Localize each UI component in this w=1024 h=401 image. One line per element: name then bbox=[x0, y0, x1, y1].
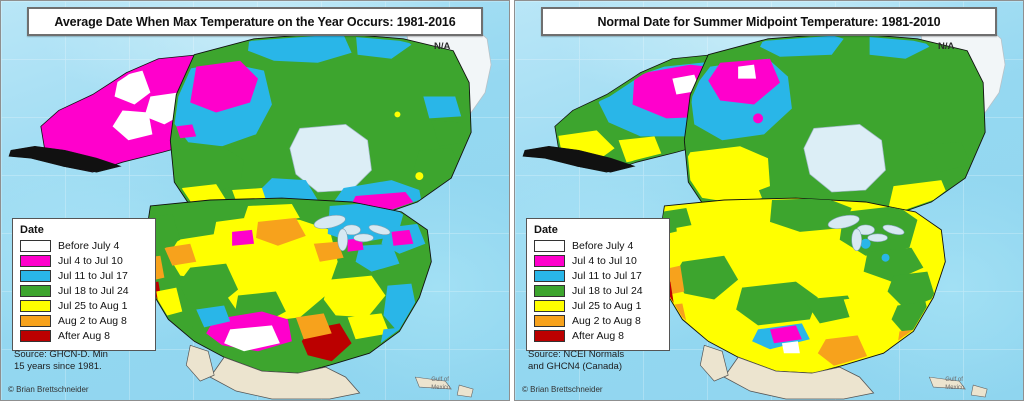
svg-text:Mexico: Mexico bbox=[431, 385, 451, 391]
contiguous-us-region bbox=[656, 197, 946, 374]
svg-text:Gulf of: Gulf of bbox=[431, 377, 449, 383]
legend-swatch-jul-4-10 bbox=[534, 255, 565, 267]
legend-heading-right: Date bbox=[534, 224, 558, 236]
copyright-left: © Brian Brettschneider bbox=[8, 385, 89, 394]
great-lakes bbox=[313, 214, 391, 252]
panel-title-right: Normal Date for Summer Midpoint Temperat… bbox=[597, 14, 941, 29]
great-lakes bbox=[827, 214, 905, 252]
legend-swatch-jul-25-aug-1 bbox=[20, 300, 51, 312]
legend-item: Jul 18 to Jul 24 bbox=[20, 284, 148, 298]
legend-swatch-jul-18-24 bbox=[534, 285, 565, 297]
legend-swatch-before-july-4 bbox=[534, 240, 565, 252]
choropleth-map-left: Gulf of Mexico bbox=[1, 1, 509, 400]
legend-item: Jul 4 to Jul 10 bbox=[534, 254, 662, 268]
legend-label: After Aug 8 bbox=[58, 330, 110, 342]
legend-label: Jul 4 to Jul 10 bbox=[58, 255, 123, 267]
svg-text:Mexico: Mexico bbox=[945, 385, 965, 391]
legend-label: Jul 11 to Jul 17 bbox=[572, 270, 642, 282]
na-label-right: N/A bbox=[938, 41, 955, 52]
legend-swatch-jul-11-17 bbox=[534, 270, 565, 282]
legend-label: Aug 2 to Aug 8 bbox=[572, 315, 641, 327]
contiguous-us-region bbox=[142, 197, 432, 374]
legend-swatch-jul-4-10 bbox=[20, 255, 51, 267]
legend-item: Aug 2 to Aug 8 bbox=[20, 314, 148, 328]
legend-swatch-after-aug-8 bbox=[534, 330, 565, 342]
legend-swatch-jul-18-24 bbox=[20, 285, 51, 297]
legend-item: Jul 25 to Aug 1 bbox=[534, 299, 662, 313]
mexico-region bbox=[699, 344, 875, 400]
caribbean-islands bbox=[414, 376, 474, 398]
legend-swatch-jul-25-aug-1 bbox=[534, 300, 565, 312]
legend-label: Jul 25 to Aug 1 bbox=[58, 300, 128, 312]
legend-label: Before July 4 bbox=[58, 240, 120, 252]
legend-item: Before July 4 bbox=[534, 239, 662, 253]
legend-item: After Aug 8 bbox=[20, 329, 148, 343]
legend-label: Aug 2 to Aug 8 bbox=[58, 315, 127, 327]
map-legend-right: Date Before July 4 Jul 4 to Jul 10 Jul 1… bbox=[526, 218, 670, 351]
legend-item: Jul 25 to Aug 1 bbox=[20, 299, 148, 313]
canada-region bbox=[683, 32, 986, 227]
legend-item: Jul 4 to Jul 10 bbox=[20, 254, 148, 268]
legend-swatch-jul-11-17 bbox=[20, 270, 51, 282]
map-panel-right: Gulf of Mexico Normal Date for Summer Mi… bbox=[514, 0, 1024, 401]
legend-swatch-aug-2-8 bbox=[20, 315, 51, 327]
mexico-region bbox=[185, 344, 361, 400]
legend-item: Aug 2 to Aug 8 bbox=[534, 314, 662, 328]
legend-swatch-after-aug-8 bbox=[20, 330, 51, 342]
caribbean-islands bbox=[928, 376, 988, 398]
panel-title-left: Average Date When Max Temperature on the… bbox=[54, 14, 456, 29]
na-label-left: N/A bbox=[434, 41, 451, 52]
legend-item: Jul 18 to Jul 24 bbox=[534, 284, 662, 298]
panel-title-bar-right: Normal Date for Summer Midpoint Temperat… bbox=[541, 7, 997, 36]
map-legend-left: Date Before July 4 Jul 4 to Jul 10 Jul 1… bbox=[12, 218, 156, 351]
copyright-right: © Brian Brettschneider bbox=[522, 385, 603, 394]
source-note-left: Source: GHCN-D. Min 15 years since 1981. bbox=[14, 349, 108, 372]
legend-label: Jul 18 to Jul 24 bbox=[572, 285, 643, 297]
legend-label: Jul 11 to Jul 17 bbox=[58, 270, 128, 282]
legend-item: Before July 4 bbox=[20, 239, 148, 253]
legend-label: After Aug 8 bbox=[572, 330, 624, 342]
legend-item: Jul 11 to Jul 17 bbox=[20, 269, 148, 283]
svg-text:Gulf of: Gulf of bbox=[945, 377, 963, 383]
panel-title-bar-left: Average Date When Max Temperature on the… bbox=[27, 7, 483, 36]
legend-item: Jul 11 to Jul 17 bbox=[534, 269, 662, 283]
map-panel-left: Gulf of Mexico Average Date When Max Tem… bbox=[0, 0, 510, 401]
legend-swatch-aug-2-8 bbox=[534, 315, 565, 327]
source-note-right: Source: NCEI Normals and GHCN4 (Canada) bbox=[528, 349, 625, 372]
legend-heading-left: Date bbox=[20, 224, 44, 236]
canada-region bbox=[169, 32, 472, 227]
legend-label: Jul 25 to Aug 1 bbox=[572, 300, 642, 312]
choropleth-map-right: Gulf of Mexico bbox=[515, 1, 1023, 400]
legend-label: Before July 4 bbox=[572, 240, 634, 252]
legend-label: Jul 18 to Jul 24 bbox=[58, 285, 129, 297]
legend-label: Jul 4 to Jul 10 bbox=[572, 255, 637, 267]
legend-swatch-before-july-4 bbox=[20, 240, 51, 252]
legend-item: After Aug 8 bbox=[534, 329, 662, 343]
